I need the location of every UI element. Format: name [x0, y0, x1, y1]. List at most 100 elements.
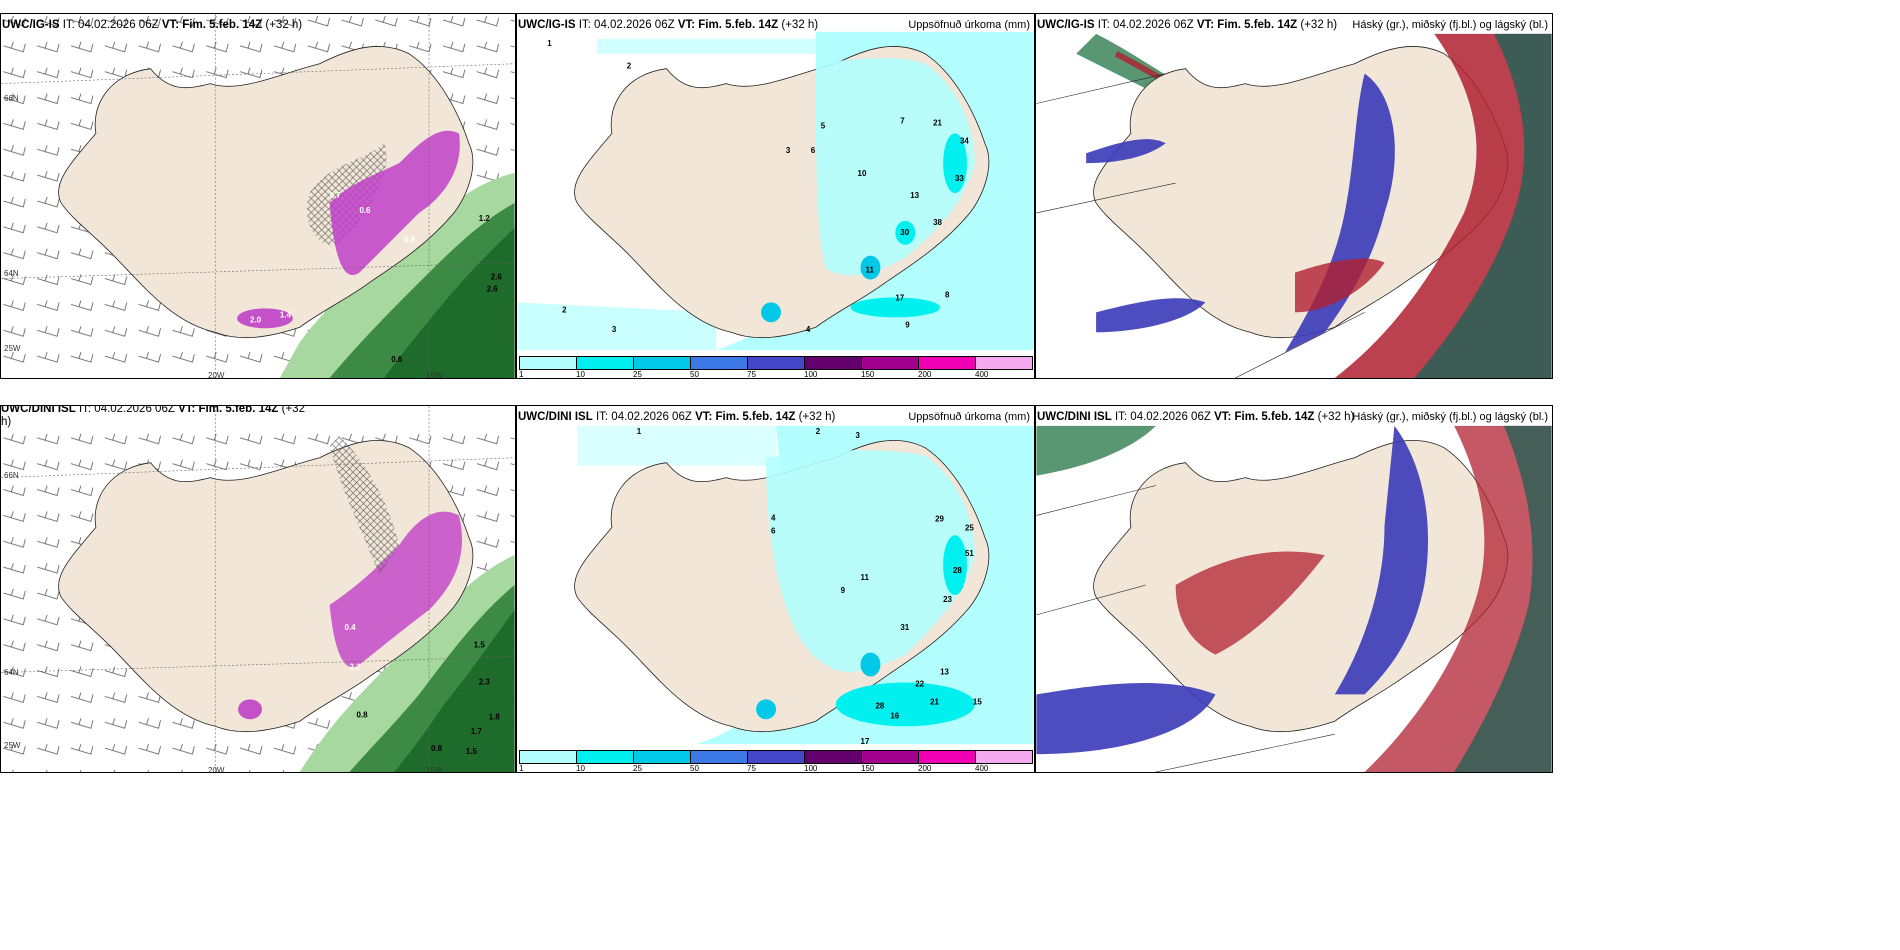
precip-label: 4 — [806, 325, 811, 334]
colorbar-tick: 10 — [576, 764, 585, 773]
panel-header: UWC/IG-IS IT: 04.02.2026 06Z VT: Fim. 5.… — [2, 19, 303, 31]
precip-label: 33 — [955, 174, 964, 183]
lon-label: 15W — [426, 766, 443, 773]
precip-label: 28 — [953, 566, 962, 575]
precip-label: 21 — [933, 118, 942, 127]
colorbar-tick: 1 — [519, 370, 524, 379]
snow-label: 0.7 — [330, 191, 342, 200]
colorbar-tick: 50 — [690, 764, 699, 773]
precip-label: 29 — [935, 514, 944, 523]
lat-label: 64N — [4, 668, 19, 677]
colorbar-tick: 50 — [690, 370, 699, 379]
precip-label: 3 — [612, 325, 617, 334]
precip-colorbar — [519, 356, 1033, 370]
precip-label: 2 — [627, 62, 632, 71]
colorbar-cell — [919, 751, 976, 763]
colorbar-cell — [805, 751, 862, 763]
colorbar-cell — [634, 751, 691, 763]
cloud-map — [1036, 33, 1552, 378]
precip-label: 23 — [943, 595, 952, 604]
snow-label: 0.6 — [359, 206, 371, 215]
snow-label: 1.7 — [471, 727, 483, 736]
colorbar-tick: 200 — [918, 370, 932, 379]
panel-header: UWC/DINI ISL IT: 04.02.2026 06Z VT: Fim.… — [1037, 411, 1355, 423]
colorbar-cell — [691, 751, 748, 763]
precip-colorbar — [519, 750, 1033, 764]
precip-label: 11 — [866, 266, 875, 275]
colorbar-tick: 150 — [861, 370, 875, 379]
precip-label: 17 — [861, 737, 870, 746]
snow-label: 2.3 — [479, 677, 491, 686]
lat-label: 64N — [4, 269, 19, 278]
precip-label: 6 — [811, 146, 816, 155]
colorbar-cell — [976, 357, 1032, 369]
panel-top-left-wind-snow: UWC/IG-IS IT: 04.02.2026 06Z VT: Fim. 5.… — [0, 13, 516, 379]
colorbar-cell — [634, 357, 691, 369]
precip-label: 9 — [841, 586, 846, 595]
lon-label: 25W — [4, 741, 21, 750]
precip-label: 22 — [915, 679, 924, 688]
lon-label: 20W — [208, 766, 225, 773]
colorbar-cell — [862, 357, 919, 369]
precip-label: 3 — [786, 146, 791, 155]
precip-label: 51 — [965, 549, 974, 558]
precip-label: 8 — [945, 290, 950, 299]
snow-label: 2.2 — [350, 663, 362, 672]
precip-label: 3 — [856, 431, 861, 440]
colorbar-tick: 25 — [633, 370, 642, 379]
precip-map: 2 1 5 6 3 10 7 21 34 33 30 11 17 9 8 4 2… — [517, 31, 1034, 351]
precip-label: 25 — [965, 523, 974, 532]
precip-label: 11 — [861, 573, 870, 582]
snow-label: 0.8 — [404, 236, 416, 245]
colorbar-cell — [520, 357, 577, 369]
snow-label: 0.4 — [345, 623, 357, 632]
colorbar-cell — [919, 357, 976, 369]
snow-label: 2.6 — [491, 273, 503, 282]
iceland-landmass — [58, 46, 474, 339]
lon-label: 25W — [4, 344, 21, 353]
colorbar-cell — [862, 751, 919, 763]
colorbar-tick: 400 — [975, 764, 989, 773]
snow-label: 1.8 — [489, 712, 501, 721]
snow-label: 1.5 — [474, 641, 486, 650]
panel-bot-mid-precip: UWC/DINI ISL IT: 04.02.2026 06Z VT: Fim.… — [516, 405, 1035, 773]
colorbar-tick: 100 — [804, 370, 818, 379]
colorbar-tick: 1 — [519, 764, 524, 773]
colorbar-cell — [748, 357, 805, 369]
precip-label: 13 — [940, 668, 949, 677]
colorbar-tick: 100 — [804, 764, 818, 773]
precip-label: 13 — [910, 191, 919, 200]
lon-label: 15W — [426, 371, 443, 379]
colorbar-tick: 200 — [918, 764, 932, 773]
colorbar-tick: 400 — [975, 370, 989, 379]
precip-label: 21 — [930, 697, 939, 706]
colorbar-tick: 150 — [861, 764, 875, 773]
panel-header: UWC/IG-IS IT: 04.02.2026 06Z VT: Fim. 5.… — [1037, 19, 1338, 31]
precip-label: 7 — [900, 116, 905, 125]
lat-label: 66N — [4, 94, 19, 103]
panel-bot-left-wind-snow: UWC/DINI ISL IT: 04.02.2026 06Z VT: Fim.… — [0, 405, 516, 773]
lon-label: 20W — [208, 371, 225, 379]
colorbar-cell — [520, 751, 577, 763]
snow-label: 0.6 — [391, 355, 403, 364]
wind-snow-map: 0.4 2.2 1.5 0.8 0.8 1.8 1.7 1.5 2.3 — [1, 406, 515, 772]
snow-label: 0.8 — [431, 744, 443, 753]
snow-label: 2.6 — [487, 284, 499, 293]
panel-header: UWC/DINI ISL IT: 04.02.2026 06Z VT: Fim.… — [518, 411, 836, 423]
precip-label: 5 — [821, 121, 826, 130]
precip-label: 16 — [890, 711, 899, 720]
precip-label: 28 — [875, 701, 884, 710]
colorbar-cell — [805, 357, 862, 369]
precip-map: 1 2 3 4 6 11 9 29 25 51 28 23 31 13 22 2… — [574, 425, 1034, 746]
panel-title: Háský (gr.), miðský (fj.bl.) og lágský (… — [1352, 411, 1548, 423]
snow-label: 2.0 — [250, 315, 262, 324]
colorbar-tick: 25 — [633, 764, 642, 773]
lat-label: 66N — [4, 471, 19, 480]
precip-label: 15 — [973, 697, 982, 706]
precip-label: 2 — [816, 427, 821, 436]
snow-label: 1.4 — [280, 310, 292, 319]
precip-label: 9 — [905, 320, 910, 329]
precip-label: 34 — [960, 136, 969, 145]
cloud-map — [1036, 425, 1552, 772]
precip-label: 30 — [900, 228, 909, 237]
